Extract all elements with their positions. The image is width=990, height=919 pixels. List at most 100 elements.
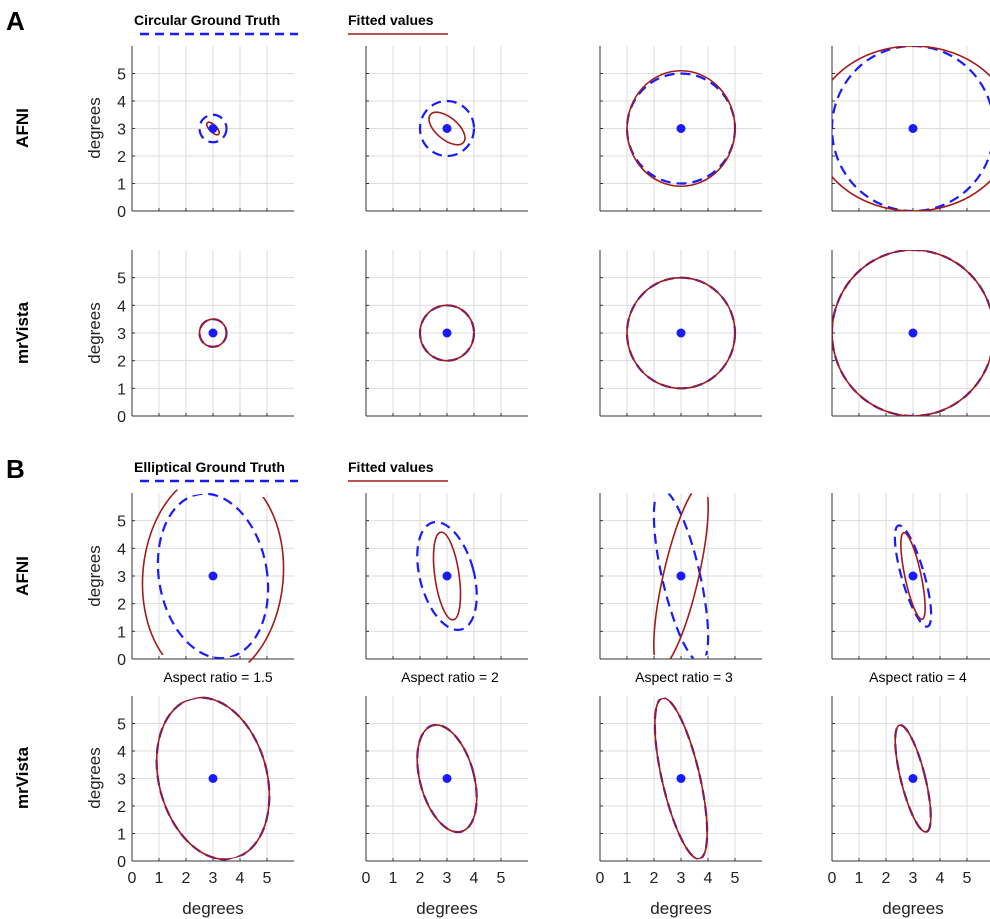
x-tick-label: 4 [470,870,479,887]
center-point [908,774,918,783]
x-tick-label: 1 [623,870,632,887]
y-tick-label: 5 [117,514,126,531]
aspect-ratio-label-col1: Aspect ratio = 2 [401,669,499,685]
subplot-r1c1 [365,250,528,417]
subplot-r0c3 [831,46,990,212]
panel-letter-a: A [6,6,25,36]
fitted-ellipse [428,111,466,146]
subplot-r3c0: 0 1 2 3 4 5 0 1 2 3 4 5 [117,696,294,887]
legend-fit-label-a: Fitted values [348,12,434,28]
y-tick-label: 3 [117,122,126,139]
subplot-r3c3: 0 1 2 3 4 5 [828,696,990,887]
center-point [442,328,452,338]
ground-truth-ellipse [418,99,476,158]
aspect-ratio-label-col0: Aspect ratio = 1.5 [163,669,273,685]
fitted-ellipse [626,69,736,188]
subplot-r2c1 [365,493,528,660]
y-tick-label: 0 [117,652,126,669]
subplot-r0c1 [365,46,528,212]
y-tick-label: 5 [117,717,126,734]
x-tick-label: 0 [596,870,605,887]
y-tick-label: 0 [117,204,126,221]
row-label-afni-a: AFNI [13,108,32,148]
y-tick-label: 2 [117,149,126,166]
center-point [442,124,452,133]
subplot-r0c2 [599,46,762,212]
fitted-ellipse [654,697,708,860]
y-tick-label: 0 [117,409,126,426]
x-tick-label: 4 [936,870,945,887]
center-point [676,571,686,581]
row-label-mrvista-b: mrVista [13,746,32,809]
aspect-ratio-label-col3: Aspect ratio = 4 [869,669,967,685]
x-axis-label-col3: degrees [882,899,943,918]
subplot-grid: 0 1 2 3 4 5 0 1 2 3 4 5 0 1 2 3 4 5 0 1 2 3 4 5 0 1 2 3 4 5 0 1 2 3 4 5 0 1 2 3… [117,46,990,887]
center-point [442,774,452,783]
y-tick-label: 0 [117,854,126,871]
x-tick-label: 0 [362,870,371,887]
x-axis-label-col1: degrees [416,899,477,918]
subplot-r2c2 [599,483,762,669]
x-tick-label: 2 [182,870,191,887]
x-tick-label: 4 [236,870,245,887]
center-point [208,571,218,581]
x-tick-label: 3 [909,870,918,887]
x-tick-label: 0 [128,870,137,887]
y-axis-label-row1: degrees [85,302,104,363]
y-tick-label: 4 [117,298,126,315]
legend-truth-label-a: Circular Ground Truth [134,12,280,28]
center-point [208,774,218,783]
subplot-r2c0: 0 1 2 3 4 5 [117,486,294,669]
fitted-ellipse [419,304,475,362]
y-tick-label: 5 [117,271,126,288]
x-tick-label: 5 [263,870,272,887]
y-tick-label: 1 [117,624,126,641]
y-tick-label: 4 [117,94,126,111]
y-axis-label-row3: degrees [85,747,104,808]
row-label-mrvista-a: mrVista [13,301,32,364]
y-tick-label: 2 [117,354,126,371]
center-point [908,328,918,338]
y-axis-label-row2: degrees [85,545,104,606]
x-tick-label: 3 [443,870,452,887]
x-tick-label: 1 [389,870,398,887]
subplot-r0c0: 0 1 2 3 4 5 [117,46,294,221]
x-tick-label: 3 [209,870,218,887]
subplot-r3c2: 0 1 2 3 4 5 [596,696,762,887]
x-tick-label: 5 [731,870,740,887]
subplot-r3c1: 0 1 2 3 4 5 [362,696,528,887]
legend-truth-label-b: Elliptical Ground Truth [134,459,285,475]
x-tick-label: 2 [650,870,659,887]
y-tick-label: 4 [117,744,126,761]
subplot-r1c0: 0 1 2 3 4 5 [117,250,294,426]
subplot-r2c3 [831,493,990,660]
x-tick-label: 2 [882,870,891,887]
aspect-ratio-label-col2: Aspect ratio = 3 [635,669,733,685]
center-point [676,774,686,783]
fitted-ellipse [198,318,228,348]
fitted-ellipse [894,724,932,833]
x-tick-label: 2 [416,870,425,887]
legend-fit-label-b: Fitted values [348,459,434,475]
center-point [676,328,686,338]
x-tick-label: 1 [155,870,164,887]
fitted-ellipse [626,276,736,390]
x-tick-label: 5 [497,870,506,887]
subplot-r1c3 [831,250,990,417]
y-tick-label: 3 [117,326,126,343]
fitted-ellipse [141,486,285,666]
center-point [442,571,452,581]
center-point [676,124,686,133]
center-point [908,124,918,133]
y-tick-label: 2 [117,799,126,816]
ground-truth-ellipse [893,524,933,628]
y-tick-label: 2 [117,597,126,614]
y-tick-label: 3 [117,569,126,586]
center-point [208,328,218,338]
x-tick-label: 3 [677,870,686,887]
x-axis-label-col0: degrees [182,899,243,918]
center-point [908,571,918,581]
y-tick-label: 4 [117,541,126,558]
fitted-ellipse [155,696,271,861]
